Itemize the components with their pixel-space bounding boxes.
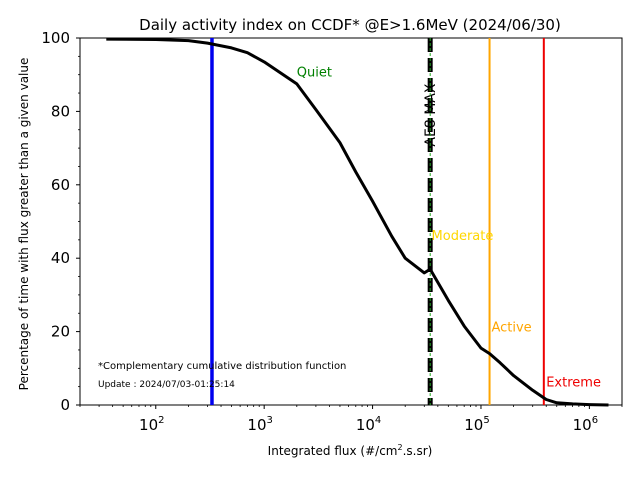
y-tick-label: 60: [51, 176, 70, 194]
footnote: *Complementary cumulative distribution f…: [98, 361, 346, 372]
region-label: Quiet: [297, 66, 332, 81]
region-label: Extreme: [546, 376, 601, 391]
x-tick-label: 105: [464, 415, 489, 434]
y-tick-label: 80: [51, 102, 70, 120]
plot-area: 102 103 104 105 106 0 20 40 60 80 100 AE8 MAX Quiet M…: [41, 29, 623, 434]
threshold-label: AE8 MAX: [423, 83, 439, 146]
x-axis-label: Integrated flux (#/cm2.s.sr): [268, 443, 433, 458]
region-label: Active: [491, 321, 531, 336]
ccdf-series-line: [106, 37, 609, 407]
x-tick-label: 104: [356, 415, 381, 434]
region-label: Moderate: [432, 229, 494, 244]
update-timestamp: Update : 2024/07/03-01:25:14: [98, 380, 235, 390]
y-tick-label: 100: [41, 29, 70, 47]
y-tick-label: 0: [60, 396, 70, 414]
y-axis-label: Percentage of time with flux greater tha…: [17, 58, 31, 391]
chart-title: Daily activity index on CCDF* @E>1.6MeV …: [139, 16, 561, 34]
x-tick-label: 102: [139, 415, 164, 434]
x-tick-label: 103: [247, 415, 272, 434]
axes-frame: [79, 37, 623, 406]
x-tick-label: 106: [573, 415, 598, 434]
y-tick-label: 20: [51, 323, 70, 341]
y-tick-label: 40: [51, 249, 70, 267]
